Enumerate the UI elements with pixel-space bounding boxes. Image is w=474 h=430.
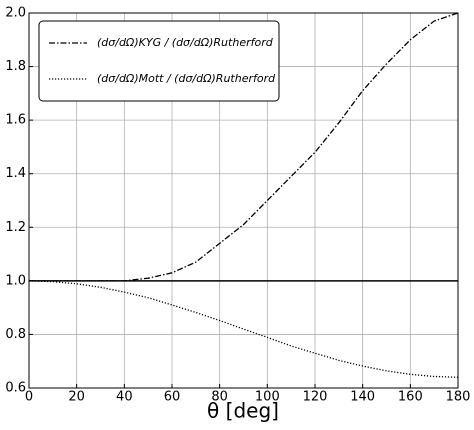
- x-tick-label: 40: [116, 390, 133, 405]
- legend-label: (dσ/dΩ)Mott / (dσ/dΩ)Rutherford: [97, 72, 276, 85]
- x-axis-label: θ [deg]: [207, 399, 279, 423]
- x-tick-label: 160: [398, 390, 423, 405]
- x-tick-label: 100: [255, 390, 280, 405]
- y-tick-label: 1.0: [5, 273, 26, 288]
- legend-label: (dσ/dΩ)KYG / (dσ/dΩ)Rutherford: [97, 36, 274, 49]
- y-tick-label: 2.0: [5, 6, 26, 21]
- x-tick-label: 180: [446, 390, 471, 405]
- x-tick-label: 120: [303, 390, 328, 405]
- x-tick-label: 20: [68, 390, 85, 405]
- y-tick-label: 1.8: [5, 59, 26, 74]
- y-tick-label: 0.6: [5, 381, 26, 396]
- y-tick-label: 1.2: [5, 220, 26, 235]
- x-tick-label: 0: [25, 390, 33, 405]
- y-tick-label: 0.8: [5, 327, 26, 342]
- series-line: [28, 280, 459, 378]
- legend-box: [38, 20, 280, 102]
- series-line: [29, 12, 459, 282]
- plot-frame: [28, 12, 459, 389]
- x-tick-label: 80: [211, 390, 228, 405]
- x-tick-label: 60: [164, 390, 181, 405]
- x-tick-label: 140: [350, 390, 375, 405]
- y-tick-label: 1.6: [5, 113, 26, 128]
- y-tick-label: 1.4: [5, 166, 26, 181]
